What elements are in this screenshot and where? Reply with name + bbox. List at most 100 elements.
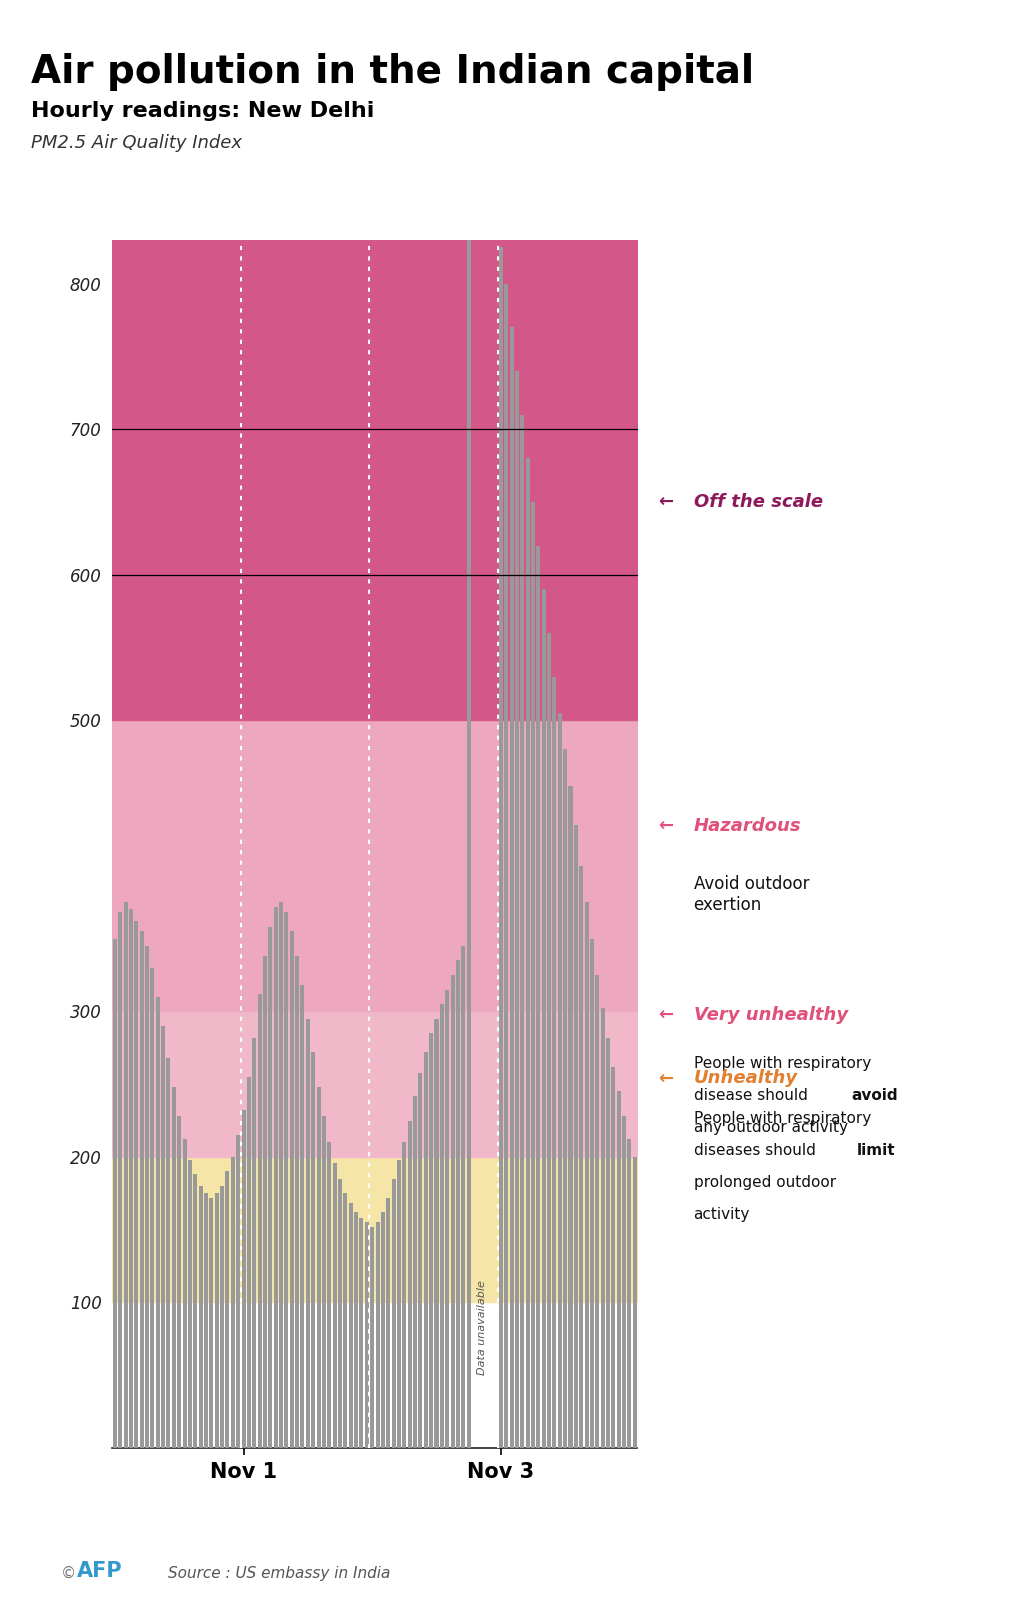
Text: Avoid outdoor
exertion: Avoid outdoor exertion <box>693 875 808 914</box>
Text: Off the scale: Off the scale <box>693 493 822 510</box>
Bar <box>123 902 127 1448</box>
Bar <box>215 1194 218 1448</box>
Bar <box>316 1086 320 1448</box>
Bar <box>220 1186 224 1448</box>
Bar <box>450 974 454 1448</box>
Bar <box>520 414 524 1448</box>
Bar <box>610 1067 614 1448</box>
Bar <box>546 634 550 1448</box>
Bar <box>343 1194 347 1448</box>
Text: ←: ← <box>657 818 673 835</box>
Bar <box>209 1198 213 1448</box>
Bar <box>439 1005 443 1448</box>
Bar <box>574 826 578 1448</box>
Text: ©: © <box>61 1566 76 1581</box>
Bar <box>396 1160 400 1448</box>
Bar <box>193 1174 197 1448</box>
Bar <box>273 907 277 1448</box>
Bar <box>375 1222 379 1448</box>
Bar <box>252 1037 256 1448</box>
Bar <box>498 248 502 1448</box>
Bar <box>622 1117 626 1448</box>
Bar <box>113 939 117 1448</box>
Bar <box>568 786 572 1448</box>
Bar <box>140 931 144 1448</box>
Bar <box>605 1037 609 1448</box>
Bar <box>230 1157 234 1448</box>
Bar <box>171 1086 175 1448</box>
Text: any outdoor activity: any outdoor activity <box>693 1120 847 1134</box>
Bar <box>112 1011 637 1157</box>
Bar <box>187 1160 192 1448</box>
Bar <box>354 1213 358 1448</box>
Bar <box>332 1163 336 1448</box>
Bar <box>112 240 637 720</box>
Text: ←: ← <box>657 1006 673 1024</box>
Bar <box>112 1302 637 1448</box>
Bar <box>365 1222 369 1448</box>
Bar <box>112 1157 637 1302</box>
Text: prolonged outdoor: prolonged outdoor <box>693 1174 835 1190</box>
Bar <box>301 986 305 1448</box>
Bar <box>536 546 540 1448</box>
Bar <box>408 1120 412 1448</box>
Bar <box>128 909 132 1448</box>
Bar <box>386 1198 390 1448</box>
Text: People with respiratory: People with respiratory <box>693 1056 870 1070</box>
Text: Air pollution in the Indian capital: Air pollution in the Indian capital <box>31 53 753 91</box>
Text: disease should: disease should <box>693 1088 811 1102</box>
Bar <box>423 1053 427 1448</box>
Text: activity: activity <box>693 1206 749 1222</box>
Text: Hazardous: Hazardous <box>693 818 801 835</box>
Text: Data unavailable: Data unavailable <box>477 1280 487 1376</box>
Bar <box>182 1139 186 1448</box>
Bar <box>236 1134 239 1448</box>
Bar <box>359 1218 363 1448</box>
Bar <box>579 866 583 1448</box>
Text: limit: limit <box>856 1142 895 1158</box>
Bar <box>525 458 529 1448</box>
Bar <box>247 1077 251 1448</box>
Bar <box>515 371 519 1448</box>
Bar <box>429 1034 433 1448</box>
Bar <box>337 1179 341 1448</box>
Bar <box>444 989 448 1448</box>
Bar <box>589 939 593 1448</box>
Bar <box>552 677 556 1448</box>
Bar <box>242 1110 246 1448</box>
Bar <box>503 283 507 1448</box>
Bar <box>391 1179 395 1448</box>
Text: AFP: AFP <box>76 1562 122 1581</box>
Bar <box>177 1117 181 1448</box>
Bar <box>531 502 534 1448</box>
Bar <box>311 1053 315 1448</box>
Text: ←: ← <box>657 493 673 510</box>
Bar <box>595 974 599 1448</box>
Bar <box>135 922 139 1448</box>
Bar <box>401 1142 406 1448</box>
Bar <box>616 1091 621 1448</box>
Text: diseases should: diseases should <box>693 1142 819 1158</box>
Bar <box>632 1157 636 1448</box>
Bar <box>600 1008 604 1448</box>
Text: Hourly readings: New Delhi: Hourly readings: New Delhi <box>31 101 374 120</box>
Bar <box>150 968 154 1448</box>
Bar <box>306 1019 310 1448</box>
Bar <box>327 1142 331 1448</box>
Bar <box>370 1227 374 1448</box>
Text: ←: ← <box>657 1069 673 1088</box>
Bar <box>204 1194 208 1448</box>
Text: People with respiratory: People with respiratory <box>693 1110 870 1126</box>
Bar <box>284 912 288 1448</box>
Bar <box>118 912 122 1448</box>
Bar <box>263 957 267 1448</box>
Bar <box>225 1171 229 1448</box>
Text: Unhealthy: Unhealthy <box>693 1069 797 1088</box>
Bar <box>156 997 160 1448</box>
Bar <box>466 240 470 1448</box>
Bar <box>112 720 637 1011</box>
Bar <box>541 589 545 1448</box>
Bar <box>289 931 293 1448</box>
Bar <box>418 1072 422 1448</box>
Bar <box>380 1213 384 1448</box>
